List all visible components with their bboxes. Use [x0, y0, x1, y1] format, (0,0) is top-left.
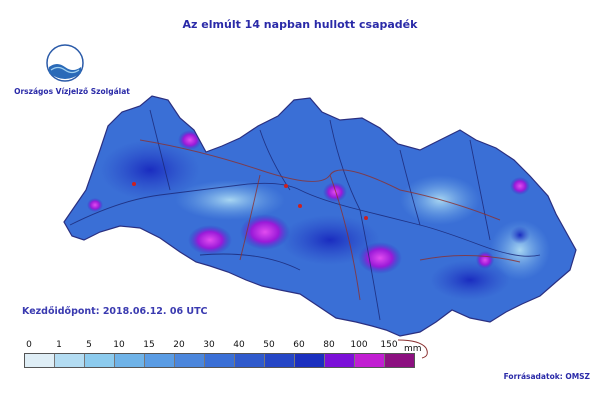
legend-swatch [85, 354, 115, 367]
legend-unit: mm [404, 344, 422, 354]
legend-swatch [175, 354, 205, 367]
legend-swatch [265, 354, 295, 367]
legend-label: 50 [263, 340, 275, 350]
legend-label: 30 [203, 340, 215, 350]
legend-swatch [205, 354, 235, 367]
legend-label: 10 [113, 340, 125, 350]
legend-label: 15 [143, 340, 155, 350]
legend-label: 100 [350, 340, 368, 350]
legend-color-bar [24, 353, 415, 368]
legend-label: 150 [380, 340, 398, 350]
legend-swatch [55, 354, 85, 367]
legend-labels: 0 1 5 10 15 20 30 40 50 60 80 100 150 [24, 340, 444, 352]
data-source: Forrásadatok: OMSZ [503, 372, 590, 381]
organization-name: Országos Vízjelző Szolgálat [14, 87, 130, 96]
legend-label: 20 [173, 340, 185, 350]
legend: 0 1 5 10 15 20 30 40 50 60 80 100 150 [24, 340, 444, 352]
legend-label: 60 [293, 340, 305, 350]
legend-swatch [25, 354, 55, 367]
legend-swatch [385, 354, 414, 367]
map-title: Az elmúlt 14 napban hullott csapadék [182, 18, 418, 31]
legend-label: 40 [233, 340, 245, 350]
legend-swatch [325, 354, 355, 367]
legend-swatch [295, 354, 325, 367]
legend-swatch [355, 354, 385, 367]
legend-label: 5 [86, 340, 92, 350]
legend-label: 0 [26, 340, 32, 350]
legend-swatch [235, 354, 265, 367]
legend-label: 1 [56, 340, 62, 350]
legend-swatch [145, 354, 175, 367]
start-time: Kezdőidőpont: 2018.06.12. 06 UTC [22, 306, 208, 317]
ovf-logo [46, 44, 84, 82]
legend-label: 80 [323, 340, 335, 350]
legend-swatch [115, 354, 145, 367]
